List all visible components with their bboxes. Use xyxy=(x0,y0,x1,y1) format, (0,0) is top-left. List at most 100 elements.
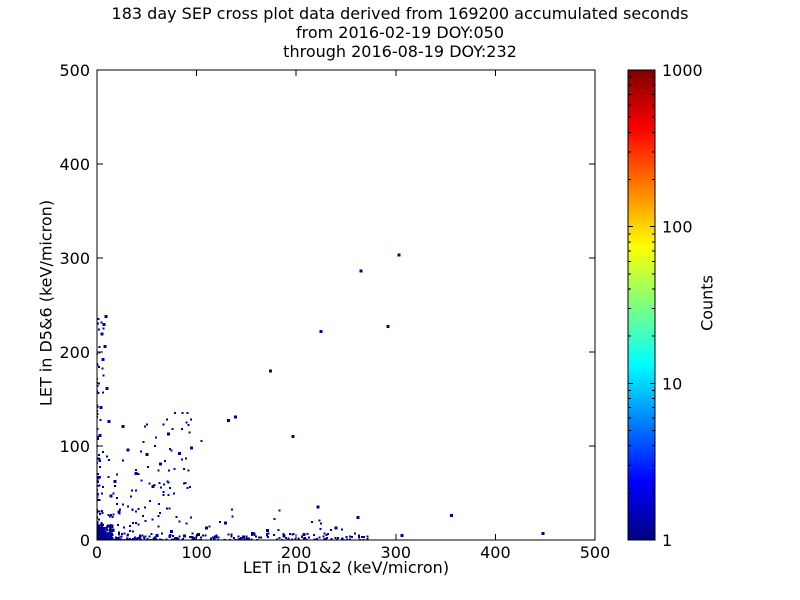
scatter-point xyxy=(308,536,311,539)
scatter-point xyxy=(273,534,276,537)
scatter-point xyxy=(131,509,134,512)
scatter-point xyxy=(97,404,99,407)
scatter-point xyxy=(103,344,107,348)
scatter-point xyxy=(128,529,131,532)
title-line-3: through 2016-08-19 DOY:232 xyxy=(283,42,517,61)
scatter-point xyxy=(115,536,118,539)
scatter-point xyxy=(105,536,108,539)
scatter-point xyxy=(133,536,136,539)
scatter-point xyxy=(134,471,138,475)
scatter-points xyxy=(97,253,545,540)
scatter-point xyxy=(337,537,340,540)
scatter-point xyxy=(213,536,216,539)
scatter-point xyxy=(159,462,163,466)
scatter-point xyxy=(127,538,130,540)
scatter-point xyxy=(167,432,171,436)
scatter-point xyxy=(345,535,348,538)
scatter-point xyxy=(104,538,107,540)
scatter-point xyxy=(97,521,99,524)
scatter-point xyxy=(104,532,107,535)
scatter-point xyxy=(99,466,102,469)
scatter-point xyxy=(110,528,113,531)
scatter-point xyxy=(172,492,175,495)
scatter-point xyxy=(349,538,351,540)
scatter-point xyxy=(360,536,363,539)
colorbar xyxy=(628,70,655,540)
scatter-point xyxy=(98,476,101,479)
colorbar-tick-labels: 1 10 100 1000 xyxy=(662,61,703,550)
scatter-point xyxy=(145,453,149,456)
scatter-point xyxy=(304,536,306,539)
scatter-point xyxy=(111,525,114,528)
scatter-point xyxy=(188,486,191,489)
scatter-point xyxy=(141,534,144,537)
colorbar-label: Counts xyxy=(697,275,717,331)
scatter-point xyxy=(99,534,102,537)
scatter-point xyxy=(318,519,321,522)
scatter-point xyxy=(323,532,326,535)
scatter-point xyxy=(101,509,104,512)
scatter-point xyxy=(175,515,178,518)
scatter-point xyxy=(157,469,160,472)
scatter-point xyxy=(245,535,248,538)
scatter-point xyxy=(134,538,137,540)
scatter-point xyxy=(97,364,99,367)
scatter-point xyxy=(140,450,143,453)
scatter-point xyxy=(197,532,201,536)
scatter-point xyxy=(144,425,146,428)
scatter-point xyxy=(233,415,237,419)
scatter-point xyxy=(334,526,338,530)
scatter-point xyxy=(97,410,99,413)
scatter-point xyxy=(183,534,187,538)
scatter-point xyxy=(101,485,104,488)
y-tick-label: 500 xyxy=(59,61,90,80)
scatter-point xyxy=(366,537,369,540)
scatter-point xyxy=(137,523,140,526)
scatter-point xyxy=(282,533,285,536)
x-axis-label: LET in D1&2 (keV/micron) xyxy=(242,558,450,577)
scatter-point xyxy=(250,531,254,535)
scatter-point xyxy=(170,530,174,533)
scatter-point xyxy=(101,358,105,361)
scatter-point xyxy=(105,387,109,391)
scatter-point xyxy=(243,537,246,540)
scatter-point xyxy=(101,528,104,531)
scatter-point xyxy=(109,534,112,537)
scatter-point xyxy=(118,536,121,539)
scatter-point xyxy=(342,538,345,540)
x-tick-label: 300 xyxy=(381,543,412,562)
scatter-point xyxy=(120,533,123,536)
scatter-point xyxy=(101,530,103,533)
scatter-point xyxy=(150,533,153,536)
scatter-point xyxy=(98,484,101,487)
scatter-point xyxy=(301,536,304,538)
scatter-point xyxy=(231,508,234,511)
scatter-point xyxy=(109,538,112,540)
scatter-point xyxy=(244,538,246,540)
scatter-point xyxy=(155,436,157,439)
scatter-point xyxy=(157,525,160,528)
scatter-point xyxy=(97,353,99,356)
scatter-point xyxy=(117,524,120,526)
scatter-point xyxy=(162,494,165,497)
scatter-point xyxy=(258,536,261,539)
scatter-point xyxy=(185,421,188,424)
scatter-point xyxy=(280,538,283,540)
scatter-point xyxy=(291,435,295,439)
scatter-point xyxy=(101,511,104,514)
scatter-point xyxy=(131,489,133,492)
scatter-point xyxy=(123,538,126,540)
scatter-point xyxy=(98,536,101,539)
scatter-point xyxy=(151,484,155,488)
scatter-point xyxy=(231,515,234,518)
scatter-point xyxy=(99,535,102,538)
scatter-point xyxy=(137,473,140,475)
scatter-point xyxy=(253,533,256,536)
scatter-point xyxy=(268,369,272,373)
scatter-point xyxy=(97,510,99,513)
scatter-point xyxy=(275,538,278,540)
scatter-point xyxy=(97,416,99,419)
scatter-point xyxy=(159,511,162,514)
scatter-point xyxy=(192,537,195,540)
scatter-point xyxy=(102,530,105,533)
